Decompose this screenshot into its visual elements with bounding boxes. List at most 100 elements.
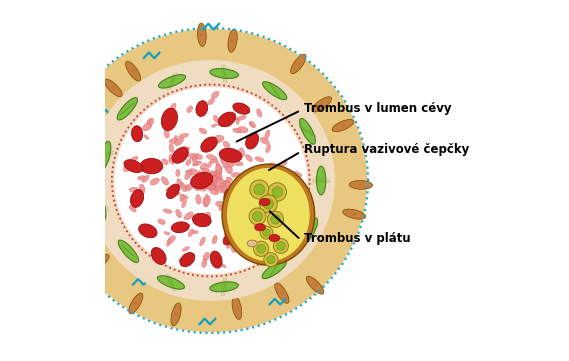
Ellipse shape — [225, 164, 233, 174]
Ellipse shape — [166, 187, 171, 191]
Circle shape — [267, 256, 275, 264]
Ellipse shape — [237, 116, 246, 120]
Ellipse shape — [230, 196, 237, 199]
Ellipse shape — [149, 230, 155, 234]
Ellipse shape — [185, 170, 192, 180]
Ellipse shape — [74, 223, 96, 235]
Ellipse shape — [124, 160, 143, 173]
Ellipse shape — [260, 138, 269, 144]
Circle shape — [260, 226, 273, 239]
Ellipse shape — [130, 156, 138, 162]
Ellipse shape — [193, 153, 203, 160]
Ellipse shape — [216, 179, 226, 184]
Ellipse shape — [198, 178, 204, 182]
Ellipse shape — [202, 259, 207, 268]
Ellipse shape — [213, 178, 220, 184]
Ellipse shape — [130, 190, 143, 208]
Ellipse shape — [139, 224, 157, 238]
Ellipse shape — [114, 87, 307, 274]
Ellipse shape — [231, 244, 236, 253]
Circle shape — [134, 301, 138, 305]
Ellipse shape — [205, 184, 212, 189]
Ellipse shape — [159, 75, 185, 88]
Ellipse shape — [214, 139, 221, 144]
Ellipse shape — [203, 178, 209, 186]
Ellipse shape — [185, 170, 191, 173]
Ellipse shape — [150, 178, 159, 185]
Ellipse shape — [209, 173, 212, 182]
Ellipse shape — [204, 168, 211, 178]
Ellipse shape — [86, 60, 335, 301]
Ellipse shape — [142, 175, 149, 182]
Ellipse shape — [264, 206, 270, 210]
Ellipse shape — [222, 180, 232, 187]
Ellipse shape — [172, 147, 188, 163]
Ellipse shape — [196, 185, 203, 191]
Circle shape — [235, 306, 239, 310]
Ellipse shape — [220, 263, 226, 268]
Ellipse shape — [255, 224, 266, 231]
Ellipse shape — [213, 116, 218, 122]
Ellipse shape — [247, 240, 257, 247]
Circle shape — [352, 212, 356, 216]
Ellipse shape — [237, 199, 244, 207]
Circle shape — [71, 177, 75, 180]
Ellipse shape — [201, 137, 217, 152]
Ellipse shape — [275, 283, 289, 303]
Ellipse shape — [242, 173, 247, 180]
Ellipse shape — [249, 139, 256, 149]
Ellipse shape — [180, 195, 188, 199]
Ellipse shape — [246, 172, 251, 179]
Circle shape — [263, 199, 274, 209]
Ellipse shape — [180, 253, 195, 267]
Ellipse shape — [174, 135, 178, 142]
Ellipse shape — [185, 225, 190, 229]
Ellipse shape — [161, 177, 168, 185]
Ellipse shape — [206, 194, 210, 200]
Ellipse shape — [158, 219, 165, 225]
Ellipse shape — [217, 166, 222, 174]
Ellipse shape — [187, 255, 191, 261]
Ellipse shape — [169, 139, 177, 143]
Ellipse shape — [312, 97, 332, 112]
Ellipse shape — [167, 238, 171, 246]
Circle shape — [314, 283, 317, 287]
Ellipse shape — [204, 171, 212, 178]
Ellipse shape — [212, 174, 218, 184]
Ellipse shape — [276, 199, 283, 209]
Ellipse shape — [209, 182, 214, 190]
Ellipse shape — [250, 122, 255, 127]
Circle shape — [259, 195, 277, 213]
Ellipse shape — [222, 158, 229, 168]
Ellipse shape — [228, 29, 237, 52]
Ellipse shape — [169, 154, 175, 164]
Circle shape — [274, 239, 288, 253]
Ellipse shape — [200, 163, 207, 169]
Ellipse shape — [199, 175, 202, 181]
Circle shape — [200, 33, 204, 36]
Ellipse shape — [230, 238, 236, 244]
Ellipse shape — [224, 122, 231, 127]
Ellipse shape — [219, 205, 222, 211]
Ellipse shape — [263, 174, 272, 178]
Ellipse shape — [188, 229, 193, 237]
Circle shape — [174, 313, 178, 316]
Ellipse shape — [171, 103, 176, 111]
Circle shape — [268, 183, 287, 201]
Ellipse shape — [169, 155, 173, 162]
Ellipse shape — [208, 185, 216, 190]
Ellipse shape — [216, 161, 219, 167]
Ellipse shape — [68, 121, 90, 133]
Ellipse shape — [182, 247, 189, 251]
Ellipse shape — [262, 261, 286, 279]
Ellipse shape — [176, 209, 182, 218]
Ellipse shape — [118, 240, 138, 262]
Ellipse shape — [269, 202, 274, 207]
Ellipse shape — [204, 212, 211, 222]
Ellipse shape — [266, 163, 275, 169]
Ellipse shape — [197, 178, 202, 187]
Circle shape — [254, 241, 269, 256]
Ellipse shape — [213, 135, 224, 142]
Text: Trombus v plátu: Trombus v plátu — [304, 231, 411, 244]
Text: Trombus v lumen cévy: Trombus v lumen cévy — [304, 102, 452, 115]
